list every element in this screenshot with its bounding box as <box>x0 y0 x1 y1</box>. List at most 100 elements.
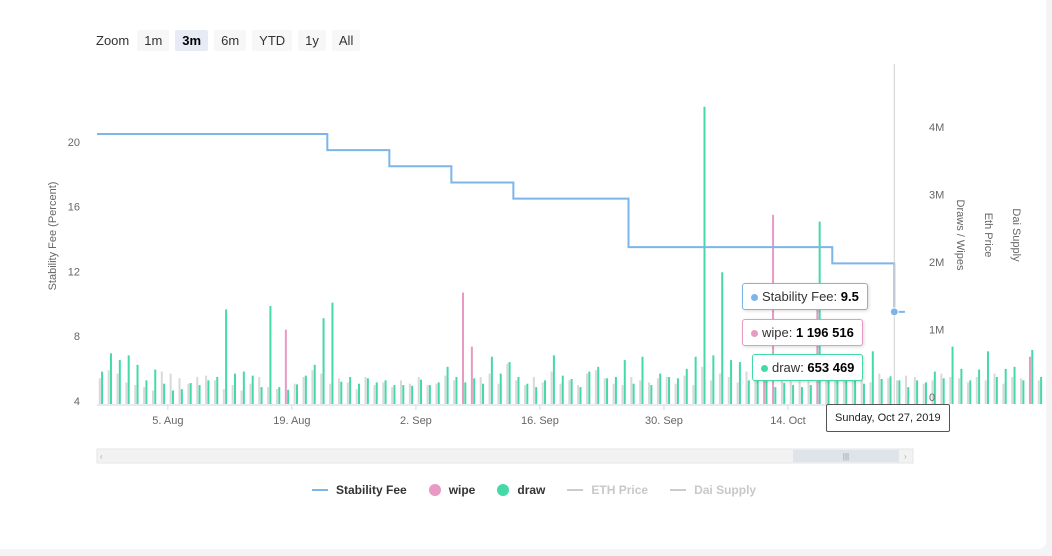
stability-fee-line-icon <box>312 489 328 491</box>
y-left-tick-label: 8 <box>74 331 80 343</box>
draw-bar <box>278 387 281 404</box>
draw-bar <box>561 375 564 404</box>
y-left-tick-label: 12 <box>68 266 80 278</box>
x-tick-label: 30. Sep <box>645 415 683 427</box>
wipe-bar <box>196 376 199 404</box>
draw-bar <box>818 221 821 404</box>
wipe-bar <box>399 380 402 404</box>
legend-stability-fee[interactable]: Stability Fee <box>312 483 407 497</box>
legend-dai-supply[interactable]: Dai Supply <box>670 483 756 497</box>
wipe-bar <box>559 383 562 404</box>
legend-eth-price[interactable]: ETH Price <box>567 483 648 497</box>
wipe-bar <box>284 329 287 404</box>
y-right-tick-label: 3M <box>929 190 944 202</box>
tooltip-stability-fee-name: Stability Fee <box>762 289 834 304</box>
wipe-bar <box>258 376 261 404</box>
wipe-bar <box>1020 378 1023 404</box>
draw-bar <box>765 381 768 404</box>
draw-bar <box>774 387 777 404</box>
draw-bar <box>349 376 352 404</box>
draw-bar <box>482 383 485 404</box>
tooltip-stability-fee: Stability Fee: 9.5 <box>742 283 868 310</box>
zoom-3m-button[interactable]: 3m <box>175 30 209 51</box>
draw-bar <box>180 389 183 404</box>
tooltip-wipe-name: wipe <box>762 325 789 340</box>
draw-bar <box>916 380 919 404</box>
draw-bar <box>127 355 130 404</box>
draw-bar <box>792 385 795 404</box>
navigator-right-arrow[interactable]: › <box>904 452 907 461</box>
stability-fee-line <box>97 132 905 313</box>
draw-bar <box>597 366 600 404</box>
wipe-bar <box>337 378 340 404</box>
x-tick-label: 16. Sep <box>521 415 559 427</box>
draw-bar <box>951 346 954 404</box>
zoom-selector: Zoom 1m 3m 6m YTD 1y All <box>96 30 361 51</box>
axes: Stability Fee (Percent) Draws / Wipes Et… <box>47 122 1022 427</box>
zoom-6m-button[interactable]: 6m <box>214 30 247 51</box>
draw-bar <box>650 385 653 404</box>
wipe-bar <box>462 292 465 404</box>
wipe-bar <box>701 366 704 404</box>
zoom-label: Zoom <box>96 33 130 48</box>
draw-bar <box>473 378 476 404</box>
dai-supply-line-icon <box>670 489 687 491</box>
draw-bar <box>907 387 910 404</box>
draw-circle-icon <box>497 484 510 496</box>
y-left-tick-label: 4 <box>74 396 80 408</box>
wipe-bar <box>816 299 819 404</box>
draw-bar <box>154 369 157 404</box>
y-right-tick-label: 0 <box>929 392 935 404</box>
wipe-bar <box>408 383 411 404</box>
zoom-ytd-button[interactable]: YTD <box>252 30 293 51</box>
draw-bar <box>623 360 626 404</box>
navigator-track[interactable] <box>96 448 914 464</box>
wipe-bar <box>692 385 695 404</box>
y-left-tick-label: 20 <box>68 137 80 149</box>
wipe-bar <box>329 383 332 404</box>
zoom-1y-button[interactable]: 1y <box>298 30 326 51</box>
wipe-bar <box>320 373 323 404</box>
wipe-bar <box>940 373 943 404</box>
wipe-bar <box>878 373 881 404</box>
draw-bar <box>446 366 449 404</box>
wipe-bar <box>222 389 225 404</box>
navigator-handle[interactable] <box>793 450 899 462</box>
stability-fee-layer <box>97 132 905 313</box>
navigator-grip[interactable]: ||| <box>843 452 849 461</box>
zoom-1m-button[interactable]: 1m <box>137 30 170 51</box>
stability-fee-dot-icon <box>751 294 758 302</box>
wipe-bar <box>382 382 385 404</box>
draw-bar <box>189 383 192 404</box>
wipe-bar <box>98 378 101 404</box>
legend-wipe[interactable]: wipe <box>428 483 475 497</box>
wipe-bar <box>612 383 615 404</box>
legend-draw[interactable]: draw <box>497 483 545 497</box>
draw-bar <box>251 375 254 404</box>
navigator[interactable]: ||| ‹ › <box>96 448 914 464</box>
wipe-bar <box>1028 356 1031 404</box>
draw-bar <box>269 306 272 404</box>
wipe-bar <box>373 385 376 404</box>
wipe-bar <box>949 376 952 404</box>
draw-bar <box>1013 366 1016 404</box>
draw-bar <box>827 362 830 404</box>
wipe-bar <box>1037 380 1040 404</box>
wipe-bar <box>727 376 730 404</box>
wipe-bar <box>984 380 987 404</box>
tooltip-wipe: wipe: 1 196 516 <box>742 319 863 346</box>
draw-bar <box>411 385 414 404</box>
wipe-bar <box>718 373 721 404</box>
wipe-bar <box>143 387 146 404</box>
wipe-bar <box>488 373 491 404</box>
draw-bar <box>260 387 263 404</box>
draw-bar <box>490 356 493 404</box>
draw-bar <box>889 376 892 404</box>
draw-bar <box>1031 349 1034 404</box>
zoom-all-button[interactable]: All <box>331 30 361 51</box>
wipe-bar <box>630 376 633 404</box>
wipe-bar <box>896 380 899 404</box>
navigator-left-arrow[interactable]: ‹ <box>100 452 103 461</box>
